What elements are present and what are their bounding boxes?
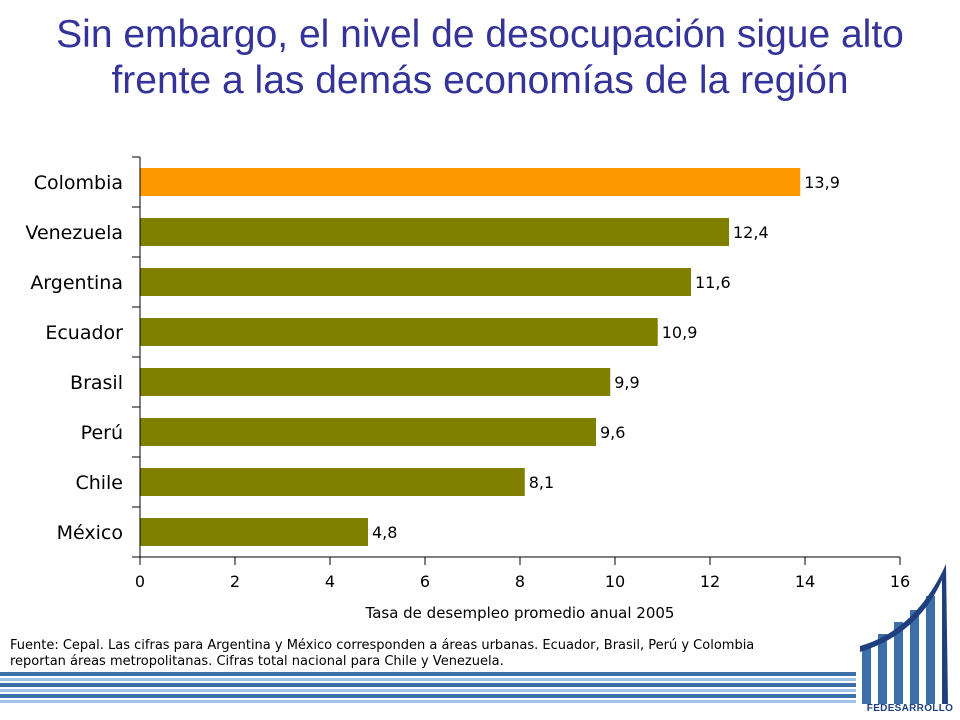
value-label-1: 12,4	[733, 223, 769, 242]
bar-6	[140, 468, 525, 496]
slide-title-line-2: frente a las demás economías de la regió…	[111, 59, 849, 102]
footer-stripe-1	[0, 672, 856, 676]
footer-stripe-4	[0, 689, 856, 692]
x-tick-label-5: 10	[605, 572, 625, 591]
slide-title: Sin embargo, el nivel de desocupación si…	[0, 12, 960, 104]
source-note: Fuente: Cepal. Las cifras para Argentina…	[10, 638, 850, 670]
footer-stripes	[0, 672, 856, 706]
footer-stripe-5	[0, 694, 856, 698]
bar-0	[140, 168, 801, 196]
value-label-7: 4,8	[372, 523, 397, 542]
footer-stripe-3	[0, 683, 856, 687]
value-label-2: 11,6	[695, 273, 731, 292]
x-tick-label-0: 0	[135, 572, 145, 591]
category-label-3: Ecuador	[45, 322, 123, 344]
category-label-6: Chile	[75, 472, 123, 494]
footer-stripe-6	[0, 700, 856, 703]
category-label-0: Colombia	[34, 172, 123, 194]
bar-7	[140, 518, 368, 546]
category-label-2: Argentina	[30, 272, 123, 294]
value-label-5: 9,6	[600, 423, 625, 442]
logo-text: FEDESARROLLO	[866, 703, 954, 714]
bar-3	[140, 318, 658, 346]
bars-layer: 13,9 12,4 11,6 10,9 9,9 9,6 8,1 4,8	[140, 168, 840, 546]
x-axis-title: Tasa de desempleo promedio anual 2005	[365, 604, 675, 622]
x-tick-label-4: 8	[515, 572, 525, 591]
x-tick-label-1: 2	[230, 572, 240, 591]
value-label-4: 9,9	[614, 373, 639, 392]
x-tick-label-7: 14	[795, 572, 815, 591]
value-label-6: 8,1	[529, 473, 554, 492]
value-label-3: 10,9	[662, 323, 698, 342]
bar-2	[140, 268, 691, 296]
slide-title-line-1: Sin embargo, el nivel de desocupación si…	[56, 13, 904, 56]
category-label-5: Perú	[81, 422, 123, 444]
x-tick-label-3: 6	[420, 572, 430, 591]
axes-layer: Colombia Venezuela Argentina Ecuador Brasil P…	[25, 156, 910, 591]
footer-stripe-2	[0, 678, 856, 681]
bar-5	[140, 418, 596, 446]
x-tick-label-8: 16	[890, 572, 910, 591]
fedesarrollo-logo-icon	[860, 564, 948, 704]
value-label-0: 13,9	[804, 173, 840, 192]
category-label-4: Brasil	[70, 372, 123, 394]
bar-1	[140, 218, 729, 246]
source-note-line-1: Fuente: Cepal. Las cifras para Argentina…	[10, 638, 755, 653]
source-note-line-2: reportan áreas metropolitanas. Cifras to…	[10, 654, 504, 669]
bar-chart: 13,9 12,4 11,6 10,9 9,9 9,6 8,1 4,8 Colombia Ven…	[25, 156, 910, 622]
x-tick-label-2: 4	[325, 572, 335, 591]
category-label-1: Venezuela	[25, 222, 123, 244]
category-label-7: México	[57, 522, 123, 544]
x-tick-label-6: 12	[700, 572, 720, 591]
bar-4	[140, 368, 611, 396]
